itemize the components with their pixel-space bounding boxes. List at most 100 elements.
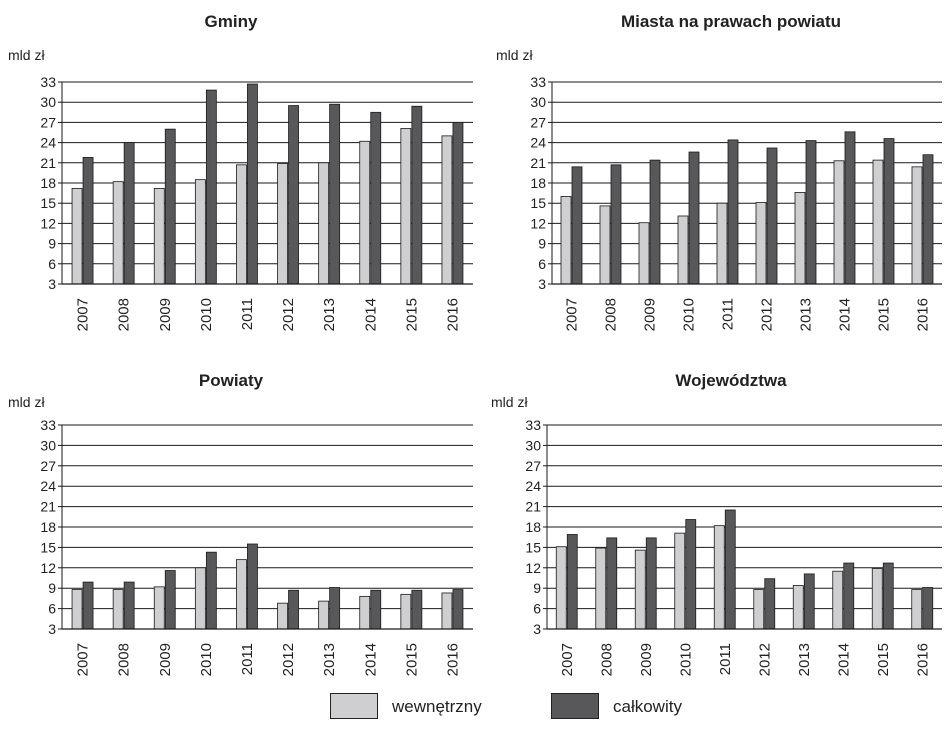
x-category-label: 2015 <box>875 643 892 676</box>
bar-internal <box>112 181 124 285</box>
bar-internal <box>153 586 165 630</box>
bar-internal <box>872 159 884 285</box>
bar-internal <box>911 589 923 630</box>
bar-total <box>82 157 94 285</box>
bar-internal <box>277 602 288 630</box>
bar-total <box>922 154 934 285</box>
chart-title: Gminy <box>205 12 258 31</box>
x-category-label: 2013 <box>321 643 338 676</box>
x-category-label: 2009 <box>642 298 659 331</box>
bar-total <box>922 587 934 630</box>
legend-item-internal: wewnętrzny <box>330 693 482 719</box>
x-category-label: 2010 <box>198 298 215 331</box>
x-category-label: 2007 <box>559 643 576 676</box>
bar-total <box>566 534 578 630</box>
chart-panel-4: Województwa mld zł 3 6 9 12 15 18 21 24 27 30 33 2007… <box>491 371 942 676</box>
bar-total <box>82 581 94 630</box>
bar-total <box>803 573 815 630</box>
y-tick-label: 33 <box>40 417 56 433</box>
bar-total <box>727 139 739 285</box>
x-category-label: 2007 <box>75 643 92 676</box>
bar-internal <box>716 202 728 285</box>
y-tick-label: 30 <box>525 437 541 453</box>
bar-internal <box>794 192 806 285</box>
bar-internal <box>318 162 330 285</box>
x-category-label: 2016 <box>914 643 931 676</box>
bar-internal <box>792 585 804 630</box>
bar-internal <box>400 128 412 285</box>
x-category-label: 2009 <box>157 298 174 331</box>
bar-total <box>882 562 894 630</box>
x-category-label: 2014 <box>837 298 854 331</box>
x-category-label: 2016 <box>444 643 461 676</box>
legend: wewnętrzny całkowity <box>0 693 946 743</box>
bar-total <box>123 142 135 285</box>
x-category-label: 2015 <box>876 298 893 331</box>
y-tick-label: 18 <box>40 519 56 535</box>
bar-internal <box>833 160 845 285</box>
bar-internal <box>871 568 883 630</box>
y-tick-label: 24 <box>40 135 56 151</box>
bar-total <box>805 140 817 285</box>
y-tick-label: 9 <box>533 580 541 596</box>
y-tick-label: 21 <box>525 499 541 515</box>
bar-internal <box>277 163 288 285</box>
bar-total <box>370 589 382 630</box>
bar-internal <box>599 205 611 285</box>
y-tick-label: 27 <box>530 114 546 130</box>
y-unit-label: mld zł <box>8 47 45 63</box>
y-tick-label: 30 <box>40 94 56 110</box>
bar-internal <box>71 589 83 630</box>
bar-total <box>329 587 341 630</box>
y-tick-label: 33 <box>40 74 56 90</box>
chart-panel-2: Miasta na prawach powiatu mld zł 3 6 9 12 15 18… <box>496 12 942 331</box>
bar-total <box>844 131 856 285</box>
legend-swatch-internal <box>330 693 378 719</box>
y-unit-label: mld zł <box>8 394 45 410</box>
bar-internal <box>236 164 247 285</box>
y-tick-label: 15 <box>530 195 546 211</box>
bar-internal <box>634 549 646 630</box>
bar-internal <box>713 525 725 630</box>
x-category-label: 2016 <box>444 298 461 331</box>
bar-internal <box>595 547 607 630</box>
y-tick-label: 12 <box>40 560 56 576</box>
x-category-label: 2013 <box>321 298 338 331</box>
x-category-label: 2013 <box>796 643 813 676</box>
x-category-label: 2009 <box>157 643 174 676</box>
bar-internal <box>400 593 412 630</box>
bar-total <box>370 111 382 285</box>
x-category-label: 2012 <box>759 298 776 331</box>
bar-internal <box>638 222 650 285</box>
x-category-label: 2016 <box>915 298 932 331</box>
x-category-label: 2009 <box>638 643 655 676</box>
y-tick-label: 24 <box>525 478 541 494</box>
x-category-label: 2011 <box>717 643 734 675</box>
y-tick-label: 30 <box>530 94 546 110</box>
y-tick-label: 21 <box>40 499 56 515</box>
y-tick-label: 12 <box>530 215 546 231</box>
x-category-label: 2012 <box>280 643 297 676</box>
x-category-label: 2014 <box>362 643 379 676</box>
bar-total <box>764 578 776 630</box>
bar-internal <box>71 187 83 285</box>
y-tick-label: 18 <box>40 175 56 191</box>
bar-internal <box>555 546 567 630</box>
x-category-label: 2014 <box>362 298 379 331</box>
bar-internal <box>359 140 371 285</box>
y-tick-label: 33 <box>525 417 541 433</box>
y-tick-label: 24 <box>40 478 56 494</box>
bar-internal <box>194 179 206 285</box>
chart-title: Województwa <box>675 371 787 390</box>
bar-total <box>205 551 217 630</box>
y-tick-label: 15 <box>40 195 56 211</box>
x-category-label: 2010 <box>681 298 698 331</box>
x-category-label: 2015 <box>403 298 420 331</box>
y-tick-label: 24 <box>530 135 546 151</box>
legend-label-total: całkowity <box>613 697 682 716</box>
bar-total <box>883 138 895 285</box>
y-tick-label: 27 <box>525 458 541 474</box>
y-tick-label: 6 <box>538 256 546 272</box>
y-tick-label: 9 <box>48 236 56 252</box>
x-category-label: 2015 <box>403 643 420 676</box>
